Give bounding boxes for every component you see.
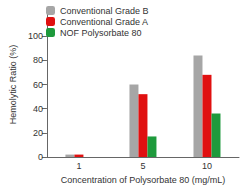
svg-text:100: 100 — [28, 31, 43, 41]
svg-text:Conventional Grade A: Conventional Grade A — [60, 17, 148, 27]
svg-text:Hemolytic Ratio (%): Hemolytic Ratio (%) — [8, 45, 18, 125]
svg-text:NOF Polysorbate 80: NOF Polysorbate 80 — [60, 28, 142, 38]
svg-text:10: 10 — [202, 161, 212, 171]
svg-text:60: 60 — [33, 80, 43, 90]
svg-text:1: 1 — [76, 161, 81, 171]
svg-text:Conventional Grade B: Conventional Grade B — [60, 6, 149, 16]
svg-text:Concentration of Polysorbate 8: Concentration of Polysorbate 80 (mg/mL) — [61, 175, 226, 185]
svg-text:20: 20 — [33, 128, 43, 138]
svg-text:5: 5 — [140, 161, 145, 171]
svg-text:0: 0 — [38, 152, 43, 162]
svg-text:40: 40 — [33, 104, 43, 114]
svg-text:80: 80 — [33, 55, 43, 65]
